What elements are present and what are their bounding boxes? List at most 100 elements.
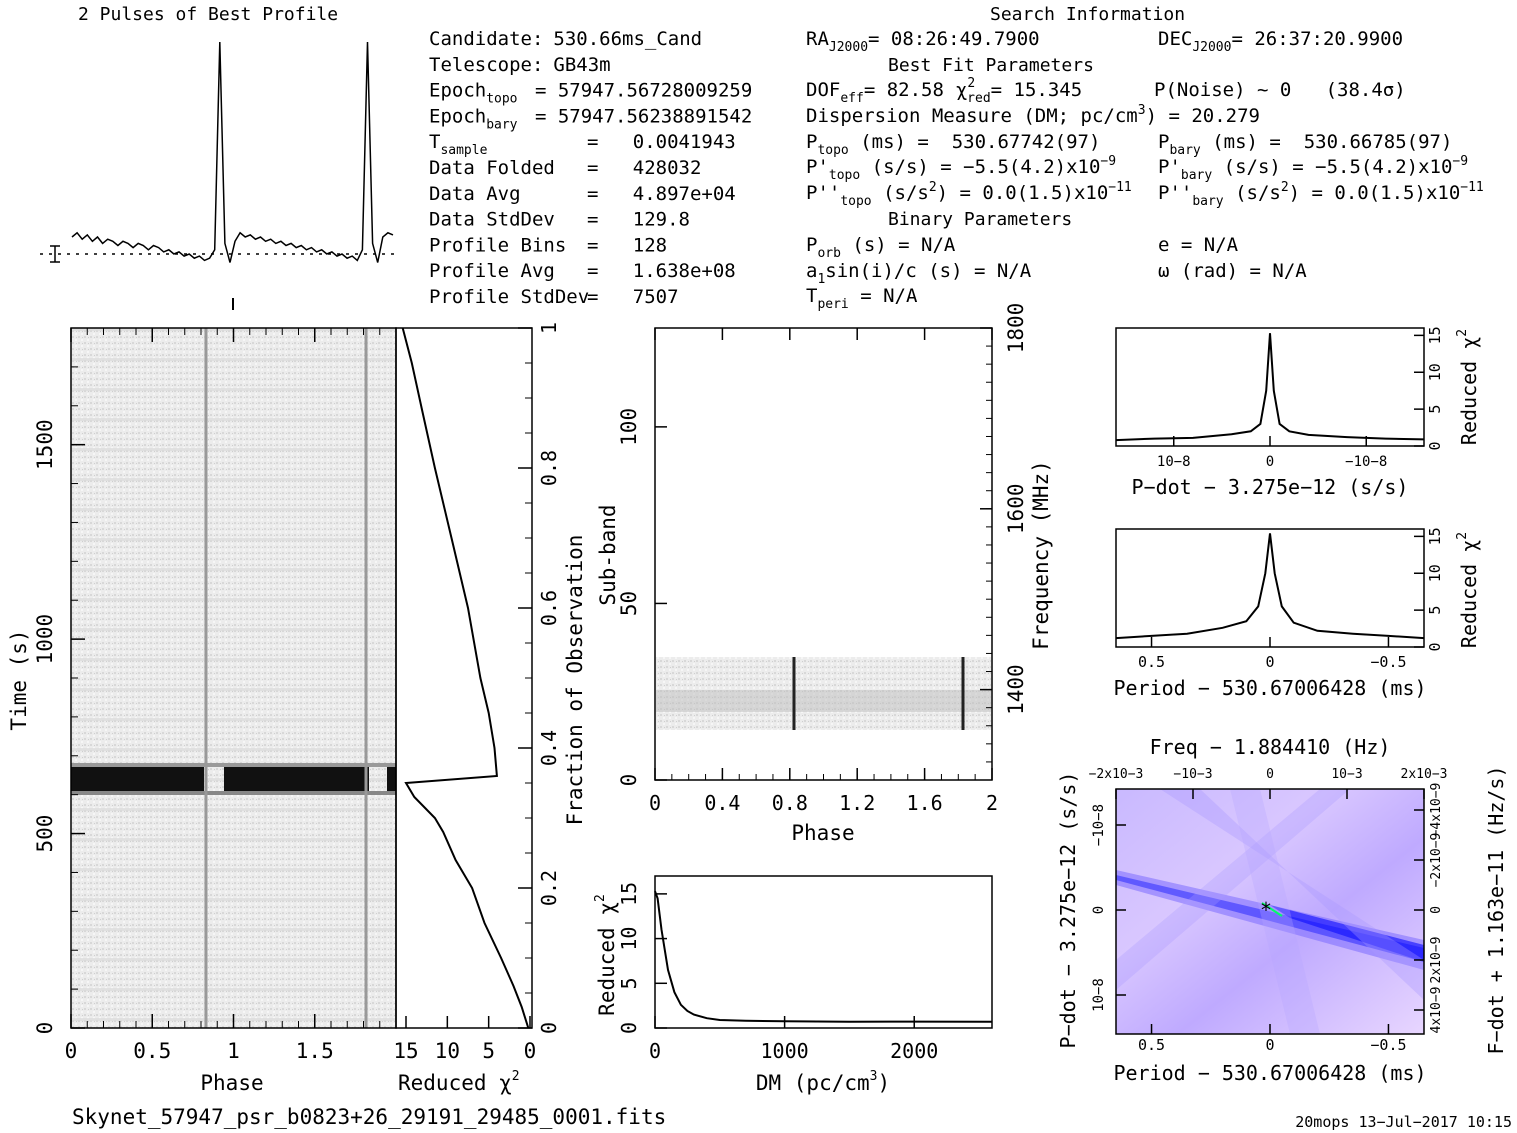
time-axis-label: Time (s) bbox=[7, 629, 31, 730]
tick-label: 0.5 bbox=[1138, 653, 1165, 671]
tick-label: 10 bbox=[617, 927, 641, 951]
tick-label: 0 bbox=[33, 1022, 57, 1035]
svg-text:Reduced χ2: Reduced χ2 bbox=[1455, 329, 1481, 445]
dec-label: DEC bbox=[1158, 28, 1192, 50]
tick-label: 0 bbox=[65, 1039, 78, 1063]
chi2-fraction-panel: 15 10 5 00 0.2 0.4 0.6 0.8 1 Reduced χ2 Fraction… bbox=[393, 322, 587, 1095]
candidate-info-row: Profile StdDev= 7507 bbox=[429, 286, 679, 308]
tick-label: 15 bbox=[617, 882, 641, 906]
dm-chi2-ylabel: Reduced χ bbox=[595, 902, 619, 1016]
tick-label: 5 bbox=[482, 1039, 495, 1063]
tick-label: 0 bbox=[1429, 906, 1444, 914]
ppdot-xlabel: Period − 530.67006428 (ms) bbox=[1113, 1061, 1426, 1085]
svg-text:Porb (s) = N/A: Porb (s) = N/A bbox=[806, 234, 956, 261]
frequency-axis-label: Frequency (MHz) bbox=[1029, 460, 1053, 650]
tick-label: 10−8 bbox=[1157, 454, 1191, 470]
svg-text:Reduced χ2: Reduced χ2 bbox=[1455, 532, 1481, 648]
tick-label: −10−8 bbox=[1091, 804, 1107, 846]
tick-label: 0 bbox=[649, 1039, 661, 1063]
tick-label: 0 bbox=[617, 774, 641, 787]
tick-label: 10 bbox=[1426, 564, 1444, 582]
tick-label: 0 bbox=[1265, 1036, 1274, 1054]
pdot-axis-label: P−dot − 3.275e−12 (s/s) bbox=[1132, 475, 1409, 499]
svg-text:e = N/A: e = N/A bbox=[1158, 234, 1239, 256]
candidate-info-row: Profile Avg = 1.638e+08 bbox=[429, 260, 736, 282]
period-chi2-ylabel: Reduced χ bbox=[1457, 540, 1481, 648]
svg-text:Reduced χ2: Reduced χ2 bbox=[593, 894, 619, 1016]
tick-label: 0 bbox=[1266, 454, 1274, 470]
tick-label: −4x10−9 bbox=[1429, 783, 1444, 838]
svg-text:a1sin(i)/c (s) = N/A: a1sin(i)/c (s) = N/A bbox=[806, 260, 1032, 287]
pnoise-text: P(Noise) ~ 0 (38.4σ) bbox=[1154, 79, 1406, 101]
svg-text:P''bary (s/s2) = 0.0(1.5)x10−1: P''bary (s/s2) = 0.0(1.5)x10−11 bbox=[1158, 180, 1484, 209]
period-pdot-panel: * 0.5 0 −0.5 −2x10−3 −10−3 0 10−3 2x10−3 10−8 0 −1… bbox=[1056, 735, 1508, 1085]
svg-text:DM (pc/cm3): DM (pc/cm3) bbox=[756, 1069, 890, 1095]
tick-label: 0.4 bbox=[537, 730, 561, 766]
profile-panel bbox=[40, 41, 395, 310]
svg-text:Pbary (ms) = 530.66785(97): Pbary (ms) = 530.66785(97) bbox=[1158, 131, 1452, 158]
period-axis-label: Period − 530.67006428 (ms) bbox=[1113, 676, 1426, 700]
tick-label: 1400 bbox=[1004, 664, 1028, 715]
candidate-info-row: Epochbary = 57947.56238891542 bbox=[429, 105, 752, 132]
tick-label: 4x10−9 bbox=[1429, 987, 1444, 1034]
profile-line bbox=[71, 41, 394, 263]
candidate-info-row: Data Folded = 428032 bbox=[429, 157, 701, 179]
best-fit-title: Best Fit Parameters bbox=[888, 55, 1094, 76]
candidate-info-row: Data StdDev = 129.8 bbox=[429, 209, 690, 231]
candidate-info-row: Tsample = 0.0041943 bbox=[429, 131, 736, 158]
search-title: Search Information bbox=[990, 4, 1185, 25]
tick-label: 5 bbox=[1426, 606, 1444, 615]
phase-axis-label: Phase bbox=[200, 1071, 263, 1095]
tick-label: 1800 bbox=[1004, 303, 1028, 354]
tick-label: 0.2 bbox=[537, 870, 561, 906]
tick-label: 1000 bbox=[761, 1039, 809, 1063]
tick-label: 1 bbox=[537, 322, 561, 334]
pdot-chi2-panel: 10−8 0 −10−8 0 5 10 15 P−dot − 3.275e−12 (s/s)… bbox=[1115, 326, 1481, 499]
tick-label: 0 bbox=[1091, 906, 1107, 914]
chi2-axis-label: Reduced χ bbox=[398, 1071, 512, 1095]
svg-text:Ptopo (ms) = 530.67742(97): Ptopo (ms) = 530.67742(97) bbox=[806, 131, 1100, 158]
best-fit-marker: * bbox=[1261, 898, 1271, 922]
subband-phase-panel: 0 0.4 0.8 1.2 1.6 2 0 50 100 1400 1600 1800 Sub-ban… bbox=[596, 303, 1053, 845]
tick-label: 0 bbox=[617, 1022, 641, 1034]
binary-title: Binary Parameters bbox=[888, 209, 1072, 230]
svg-text:RAJ2000= 08:26:49.7900: RAJ2000= 08:26:49.7900 bbox=[806, 28, 1040, 55]
tick-label: 0.5 bbox=[133, 1039, 171, 1063]
tick-label: 100 bbox=[617, 408, 641, 446]
tick-label: 5 bbox=[617, 977, 641, 989]
candidate-info-row: Telescope: GB43m bbox=[429, 54, 611, 76]
candidate-info-row: Data Avg = 4.897e+04 bbox=[429, 183, 736, 205]
file-name: Skynet_57947_psr_b0823+26_29191_29485_00… bbox=[72, 1105, 666, 1129]
subband-phase-xlabel: Phase bbox=[791, 821, 854, 845]
freq-axis-title: Freq − 1.884410 (Hz) bbox=[1150, 735, 1391, 759]
tick-label: 1000 bbox=[33, 614, 57, 665]
tick-label: 10 bbox=[1426, 363, 1444, 381]
tick-label: 0.4 bbox=[704, 791, 740, 815]
tick-label: 500 bbox=[33, 815, 57, 853]
period-chi2-line bbox=[1115, 533, 1425, 640]
tick-label: −2x10−3 bbox=[1089, 767, 1144, 782]
tick-label: 15 bbox=[1426, 326, 1444, 344]
search-info: RAJ2000= 08:26:49.7900 DECJ2000= 26:37:2… bbox=[806, 28, 1484, 312]
tick-label: 0.8 bbox=[537, 450, 561, 486]
tick-label: 1.5 bbox=[296, 1039, 334, 1063]
tick-label: 2x10−9 bbox=[1429, 937, 1444, 984]
tick-label: 0 bbox=[1426, 642, 1444, 651]
tick-label: 0.6 bbox=[537, 590, 561, 626]
tick-label: −0.5 bbox=[1370, 1036, 1406, 1054]
tick-label: 1.6 bbox=[907, 791, 943, 815]
tick-label: −0.5 bbox=[1370, 653, 1406, 671]
tick-label: 1.2 bbox=[839, 791, 875, 815]
dm-chi2-panel: 0 1000 2000 0 5 10 15 DM (pc/cm3) Reduced χ2 bbox=[593, 875, 993, 1095]
dm-label: Dispersion Measure (DM; pc/cm bbox=[806, 105, 1138, 127]
tick-label: 0.8 bbox=[772, 791, 808, 815]
period-chi2-panel: 0.5 0 −0.5 0 5 10 15 Period − 530.67006428 (ms… bbox=[1113, 527, 1481, 700]
tick-label: 2 bbox=[986, 791, 998, 815]
tick-label: 0 bbox=[1266, 767, 1274, 782]
tick-label: −10−8 bbox=[1345, 454, 1387, 470]
svg-text:Tperi = N/A: Tperi = N/A bbox=[806, 285, 918, 312]
candidate-info: Candidate: 530.66ms_Cand Telescope: GB43m Ep… bbox=[429, 28, 752, 308]
tick-label: 0 bbox=[1265, 653, 1274, 671]
